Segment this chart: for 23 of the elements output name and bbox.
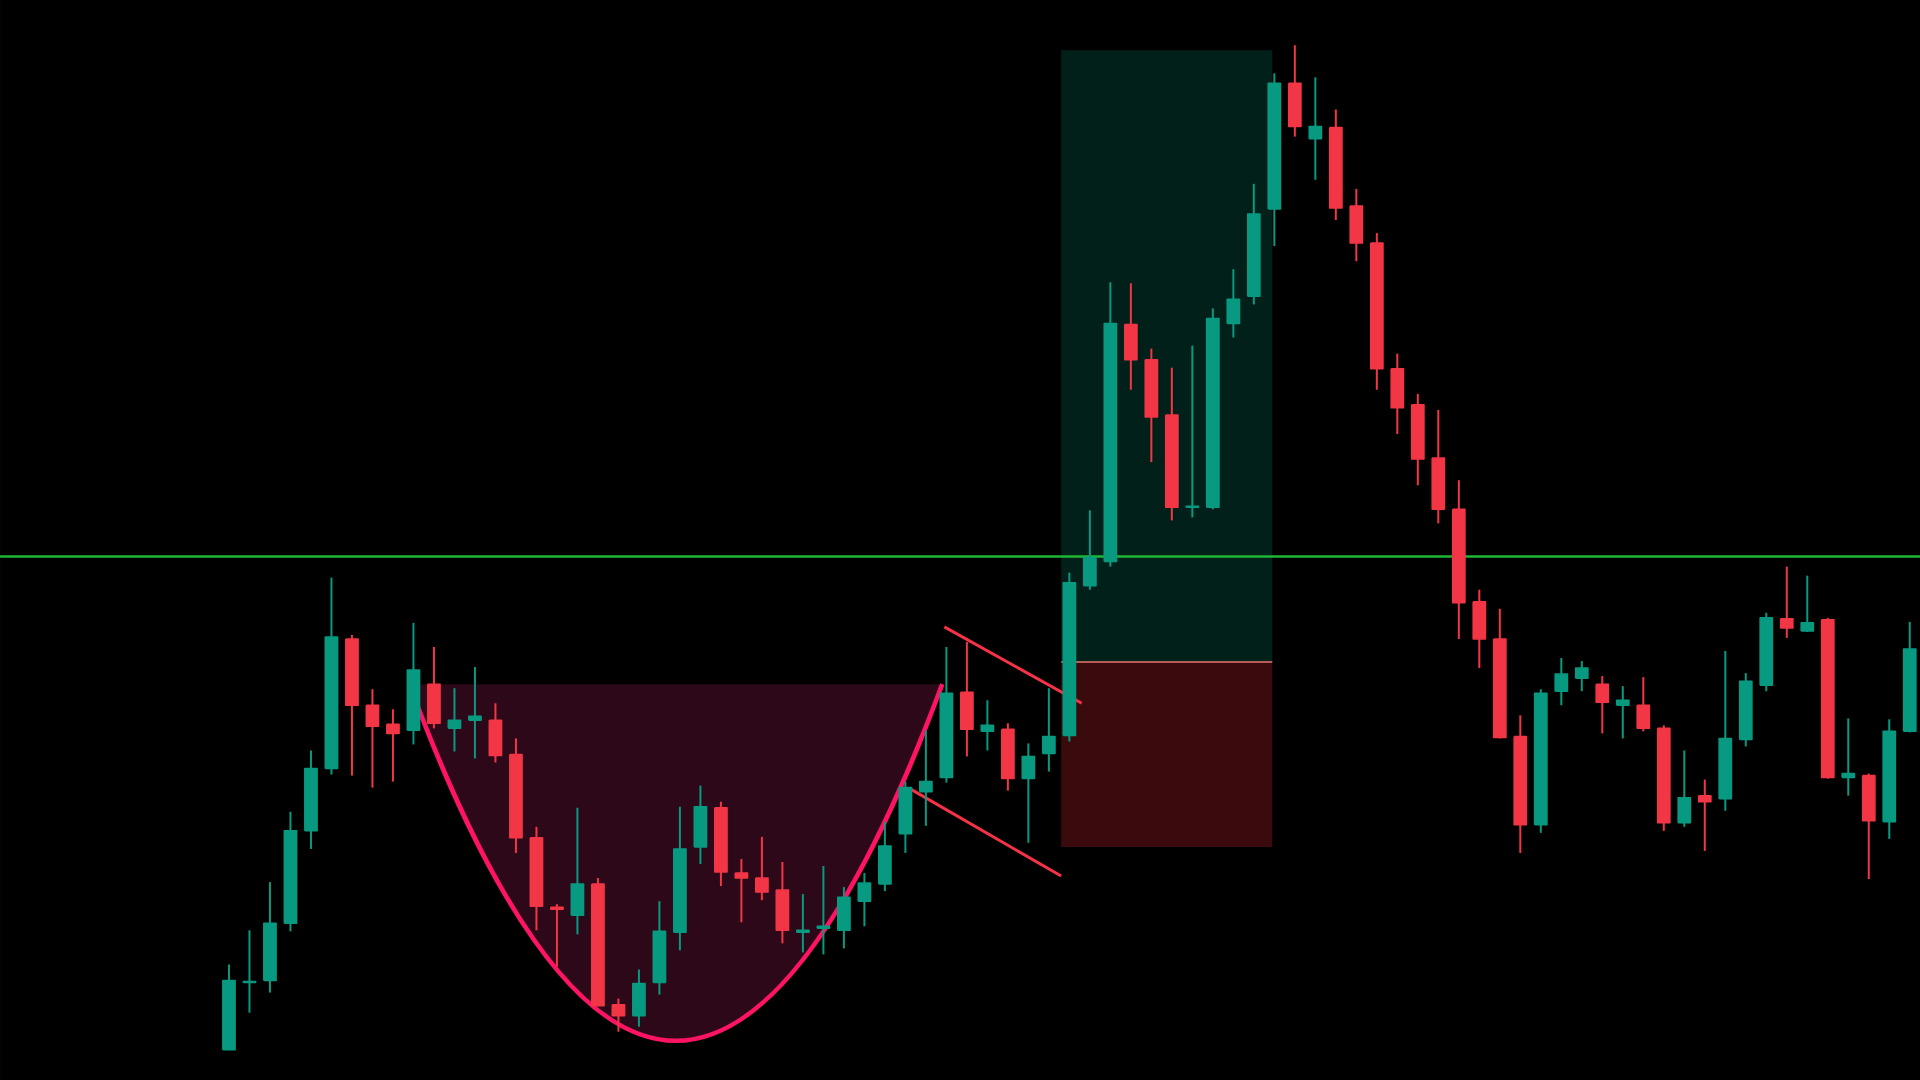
candlestick bbox=[918, 729, 933, 827]
candlestick bbox=[386, 708, 400, 783]
candlestick bbox=[734, 857, 749, 924]
candlestick bbox=[1574, 660, 1589, 693]
candlestick bbox=[1021, 742, 1036, 844]
candlestick bbox=[1779, 565, 1794, 639]
candlestick bbox=[447, 687, 462, 753]
candlestick bbox=[857, 872, 872, 928]
candlestick bbox=[550, 903, 564, 968]
candlestick bbox=[1595, 675, 1610, 735]
candlestick bbox=[1841, 717, 1856, 797]
candlestick bbox=[980, 699, 995, 752]
candlestick bbox=[1615, 685, 1630, 740]
candlestick bbox=[755, 835, 769, 902]
candlestick bbox=[1800, 574, 1815, 633]
candlestick bbox=[1041, 687, 1056, 773]
candlestick bbox=[611, 997, 626, 1033]
candlestick bbox=[468, 666, 482, 760]
candlestick bbox=[365, 688, 380, 789]
candlestick bbox=[1697, 778, 1712, 852]
candlestick bbox=[1554, 657, 1569, 707]
candlestick bbox=[1308, 76, 1323, 181]
candlestick bbox=[1636, 676, 1651, 733]
